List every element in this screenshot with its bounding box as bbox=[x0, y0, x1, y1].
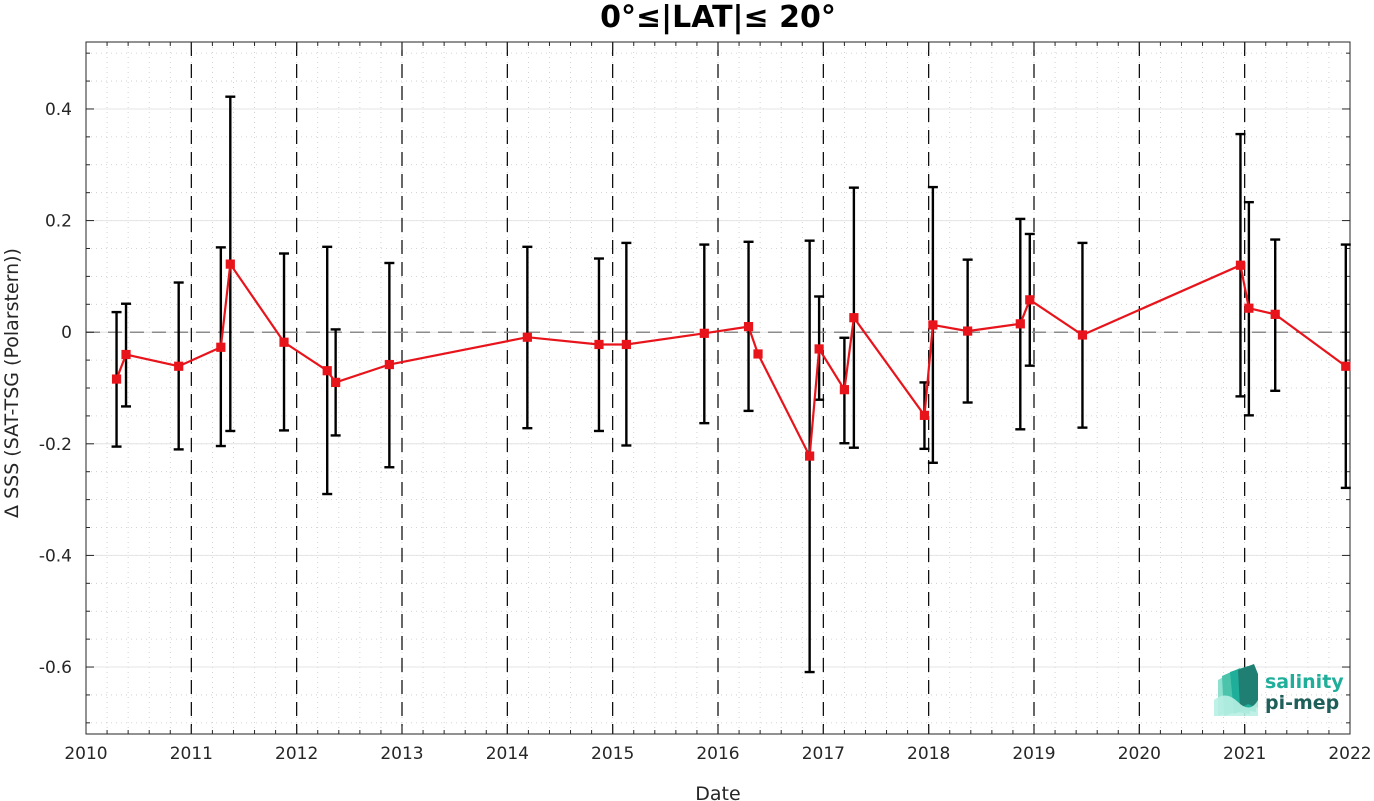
data-point-marker bbox=[279, 337, 289, 347]
y-axis-label: Δ SSS (SAT-TSG (Polarstern)) bbox=[1, 248, 23, 518]
x-tick-label: 2022 bbox=[1328, 744, 1371, 764]
data-point-marker bbox=[594, 339, 604, 350]
logo-text-salinity: salinity bbox=[1265, 671, 1344, 693]
data-point-marker bbox=[1015, 319, 1025, 329]
y-tick-label: -0.4 bbox=[39, 546, 72, 566]
series-markers bbox=[111, 259, 1351, 461]
x-tick-labels: 2010 2011 2012 2013 2014 2015 2016 2017 2018 2019… bbox=[64, 744, 1371, 764]
data-point-marker bbox=[805, 451, 815, 461]
data-point-marker bbox=[1341, 361, 1351, 371]
data-point-marker bbox=[753, 349, 763, 359]
year-boundary-lines bbox=[190, 42, 1246, 734]
y-tick-label: 0 bbox=[61, 323, 72, 343]
data-point-marker bbox=[699, 328, 709, 338]
data-point-marker bbox=[928, 320, 938, 330]
data-point-marker bbox=[216, 342, 226, 352]
data-point-marker bbox=[963, 326, 973, 336]
data-point-marker bbox=[111, 374, 122, 384]
logo-waves-icon bbox=[1214, 664, 1258, 716]
data-point-marker bbox=[1270, 309, 1280, 319]
data-point-marker bbox=[225, 259, 235, 269]
x-tick-label: 2010 bbox=[64, 744, 107, 764]
data-point-marker bbox=[814, 344, 824, 354]
data-point-marker bbox=[322, 366, 332, 376]
x-tick-label: 2012 bbox=[275, 744, 318, 764]
x-axis-label: Date bbox=[695, 783, 740, 801]
y-tick-label: -0.2 bbox=[39, 435, 72, 455]
y-tick-label: -0.6 bbox=[39, 658, 72, 678]
data-point-marker bbox=[522, 332, 532, 342]
y-tick-label: 0.4 bbox=[45, 100, 72, 120]
axis-ticks bbox=[85, 42, 1351, 734]
data-point-marker bbox=[1025, 295, 1035, 305]
data-point-marker bbox=[1235, 260, 1246, 270]
x-tick-label: 2015 bbox=[591, 744, 634, 764]
x-tick-label: 2011 bbox=[170, 744, 213, 764]
y-tick-labels: 0.4 0.2 0 -0.2 -0.4 -0.6 bbox=[39, 100, 72, 678]
data-point-marker bbox=[743, 322, 754, 332]
x-tick-label: 2020 bbox=[1118, 744, 1161, 764]
chart-title: 0°≤|LAT|≤ 20° bbox=[600, 0, 836, 35]
data-point-marker bbox=[1244, 303, 1254, 313]
x-tick-label: 2021 bbox=[1223, 744, 1266, 764]
x-tick-label: 2018 bbox=[907, 744, 950, 764]
data-point-marker bbox=[331, 377, 341, 388]
x-tick-label: 2013 bbox=[380, 744, 423, 764]
x-tick-label: 2019 bbox=[1012, 744, 1055, 764]
data-point-marker bbox=[849, 313, 859, 323]
data-point-marker bbox=[384, 359, 394, 370]
data-point-marker bbox=[121, 349, 131, 360]
x-tick-label: 2017 bbox=[802, 744, 845, 764]
data-point-marker bbox=[174, 361, 184, 371]
salinity-pi-mep-logo: salinity pi-mep bbox=[1214, 664, 1344, 716]
data-point-marker bbox=[621, 339, 631, 350]
data-point-marker bbox=[839, 385, 850, 395]
y-tick-label: 0.2 bbox=[45, 212, 72, 232]
data-point-marker bbox=[1077, 330, 1088, 340]
logo-text-pi-mep: pi-mep bbox=[1265, 692, 1339, 714]
x-tick-label: 2016 bbox=[696, 744, 739, 764]
x-tick-label: 2014 bbox=[486, 744, 529, 764]
data-point-marker bbox=[919, 410, 930, 420]
